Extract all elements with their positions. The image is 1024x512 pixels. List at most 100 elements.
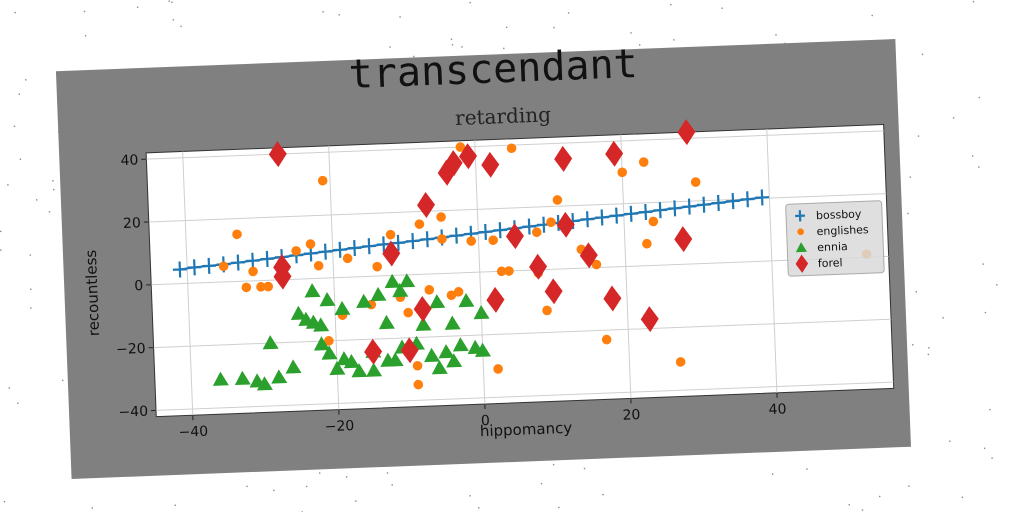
data-point-ennia: [438, 344, 455, 359]
data-point-englishes: [466, 236, 477, 246]
noise-speck: [673, 39, 675, 41]
noise-speck: [928, 347, 930, 349]
series-forel: [268, 119, 696, 365]
data-point-englishes: [263, 281, 274, 292]
noise-speck: [879, 495, 881, 498]
data-point-englishes: [648, 216, 659, 227]
data-point-bossboy: [740, 191, 755, 208]
noise-speck: [983, 447, 986, 449]
noise-speck: [972, 0, 975, 3]
data-point-englishes: [291, 246, 301, 256]
noise-speck: [907, 212, 909, 215]
data-point-bossboy: [755, 189, 770, 206]
data-point-ennia: [329, 360, 346, 376]
noise-speck: [505, 26, 508, 28]
data-point-ennia: [473, 304, 490, 320]
noise-speck: [83, 10, 86, 13]
data-point-bossboy: [245, 252, 260, 269]
noise-speck: [982, 263, 984, 265]
noise-speck: [978, 96, 980, 99]
y-grid-line: [156, 381, 894, 411]
data-point-bossboy: [201, 257, 217, 274]
data-point-forel: [554, 145, 573, 172]
noise-speck: [7, 184, 9, 186]
data-point-bossboy: [347, 239, 362, 257]
data-point-forel: [444, 150, 463, 177]
noise-speck: [451, 44, 454, 46]
legend-marker-ennia: [795, 242, 808, 253]
noise-speck: [915, 291, 917, 293]
y-grid-line: [153, 318, 892, 349]
noise-speck: [952, 117, 955, 119]
data-point-englishes: [496, 266, 507, 277]
noise-speck: [806, 468, 808, 470]
data-point-englishes: [531, 227, 542, 238]
noise-speck: [991, 457, 993, 459]
noise-speck: [909, 176, 911, 178]
data-point-ennia: [429, 294, 446, 309]
data-point-englishes: [437, 234, 447, 244]
noise-speck: [172, 19, 175, 21]
data-point-ennia: [271, 369, 288, 384]
data-point-bossboy: [594, 209, 610, 226]
series-ennia: [212, 273, 492, 391]
data-point-bossboy: [580, 211, 595, 228]
data-point-englishes: [324, 336, 334, 346]
noise-speck: [602, 493, 604, 496]
data-point-englishes: [488, 235, 498, 245]
data-point-ennia: [285, 359, 302, 374]
noise-speck: [413, 55, 415, 58]
noise-speck: [8, 387, 10, 389]
data-point-bossboy: [231, 254, 246, 271]
data-point-ennia: [387, 352, 404, 367]
noise-speck: [630, 32, 632, 34]
noise-speck: [908, 485, 910, 487]
noise-speck: [772, 473, 774, 475]
data-point-englishes: [413, 379, 424, 390]
data-point-forel: [459, 143, 478, 170]
noise-speck: [17, 402, 19, 404]
noise-speck: [273, 489, 275, 492]
noise-speck: [478, 507, 480, 509]
data-point-englishes: [675, 357, 686, 367]
data-point-bossboy: [667, 200, 682, 217]
data-point-englishes: [591, 259, 602, 270]
noise-speck: [305, 485, 308, 488]
noise-speck: [18, 93, 20, 95]
data-point-bossboy: [478, 223, 493, 241]
data-point-forel: [544, 278, 563, 305]
data-point-forel: [640, 306, 659, 333]
x-tick-label: 0: [481, 413, 491, 429]
data-point-ennia: [313, 317, 330, 332]
noise-speck: [503, 47, 505, 50]
data-point-ennia: [378, 314, 395, 330]
noise-speck: [949, 440, 951, 442]
data-point-bossboy: [362, 238, 377, 255]
data-point-ennia: [351, 363, 368, 378]
noise-speck: [19, 158, 22, 160]
y-tick-label: 20: [123, 215, 141, 232]
data-point-bossboy: [696, 196, 711, 213]
data-point-ennia: [343, 353, 360, 369]
noise-speck: [996, 284, 998, 286]
data-point-englishes: [305, 239, 316, 249]
data-point-englishes: [256, 282, 266, 292]
data-point-forel: [417, 192, 436, 219]
data-point-forel: [605, 140, 624, 167]
data-point-englishes: [453, 287, 464, 297]
noise-speck: [984, 311, 987, 314]
noise-speck: [52, 180, 54, 182]
data-point-englishes: [542, 305, 552, 316]
noise-speck: [871, 14, 873, 17]
data-point-englishes: [617, 167, 627, 178]
data-point-ennia: [304, 283, 321, 298]
data-point-ennia: [356, 293, 373, 309]
noise-speck: [13, 125, 16, 127]
data-point-ennia: [424, 347, 441, 363]
data-point-englishes: [690, 177, 701, 187]
noise-speck: [29, 254, 31, 256]
data-point-forel: [268, 141, 287, 168]
chart-subtitle: retarding: [455, 102, 552, 130]
data-point-bossboy: [420, 231, 435, 248]
data-point-ennia: [262, 335, 279, 350]
